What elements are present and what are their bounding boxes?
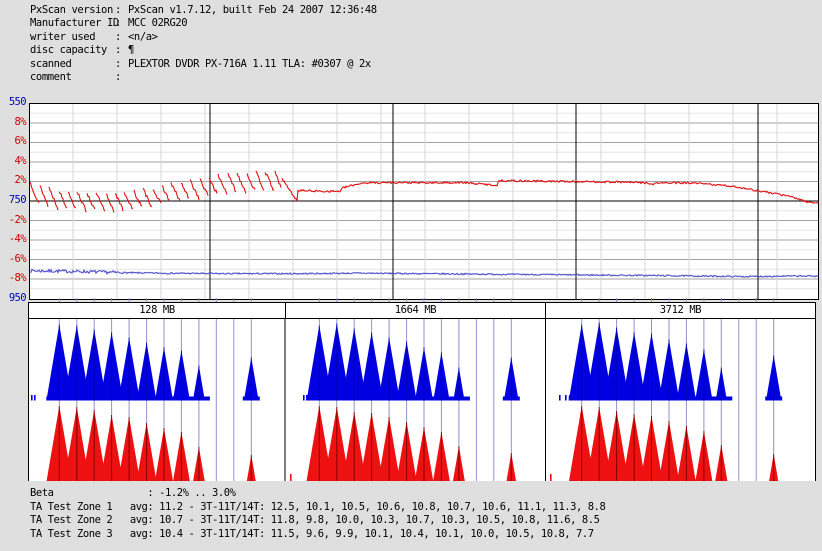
ta-zone-1-line: TA Test Zone 1 avg: 11.2 - 3T-11T/14T: 1… <box>30 500 606 513</box>
beta-range-line: Beta : -1.2% .. 3.0% <box>30 487 236 499</box>
y-axis-label: -8% <box>8 272 27 284</box>
info-colon: : <box>115 4 121 16</box>
y-axis-label: 750 <box>8 194 27 206</box>
info-value: <n/a> <box>128 30 158 43</box>
ta-histogram-canvas <box>28 298 816 488</box>
y-axis-label: 8% <box>14 116 27 128</box>
y-axis-label: 4% <box>14 155 27 167</box>
info-colon: : <box>115 57 121 70</box>
scan-info: PxScan version: PxScan v1.7.12, built Feb… <box>30 4 377 84</box>
beta-chart-canvas <box>29 104 819 299</box>
ta-histogram-section <box>0 296 822 488</box>
info-value: MCC 02RG20 <box>128 17 188 30</box>
info-colon: : <box>115 30 121 43</box>
info-row: Manufacturer ID: MCC 02RG20 <box>30 17 377 30</box>
info-row: writer used: <n/a> <box>30 31 377 44</box>
info-row: disc capacity: ¶ <box>30 44 377 57</box>
info-label: scanned <box>30 57 72 70</box>
y-axis-label: -6% <box>8 253 27 265</box>
info-colon: : <box>115 17 121 30</box>
y-axis-label: 950 <box>8 292 27 304</box>
y-axis-label: 550 <box>8 96 27 108</box>
info-value: ¶ <box>128 44 134 57</box>
info-value: PxScan v1.7.12, built Feb 24 2007 12:36:… <box>128 4 377 16</box>
info-label: PxScan version <box>30 4 113 16</box>
info-colon: : <box>115 44 121 57</box>
ta-zone-header: 3712 MB <box>545 302 816 319</box>
info-row: comment: <box>30 71 377 84</box>
info-value: PLEXTOR DVDR PX-716A 1.11 TLA: #0307 @ 2… <box>128 57 371 70</box>
info-label: writer used <box>30 30 96 43</box>
y-axis-label: -4% <box>8 233 27 245</box>
info-label: disc capacity <box>30 44 107 57</box>
y-axis-label: -2% <box>8 214 27 226</box>
ta-zone-2-line: TA Test Zone 2 avg: 10.7 - 3T-11T/14T: 1… <box>30 514 600 526</box>
beta-chart <box>29 103 819 300</box>
ta-zone-header: 1664 MB <box>285 302 546 319</box>
info-label: comment <box>30 70 72 83</box>
info-row: scanned: PLEXTOR DVDR PX-716A 1.11 TLA: #… <box>30 58 377 71</box>
info-label: Manufacturer ID <box>30 17 119 30</box>
y-axis-label: 6% <box>14 135 27 147</box>
scan-summary: Beta : -1.2% .. 3.0% TA Test Zone 1 avg:… <box>30 487 606 541</box>
ta-zone-header: 128 MB <box>28 302 286 319</box>
y-axis-label: 2% <box>14 174 27 186</box>
ta-zone-3-line: TA Test Zone 3 avg: 10.4 - 3T-11T/14T: 1… <box>30 527 594 540</box>
info-colon: : <box>115 70 121 83</box>
info-row: PxScan version: PxScan v1.7.12, built Feb… <box>30 4 377 17</box>
